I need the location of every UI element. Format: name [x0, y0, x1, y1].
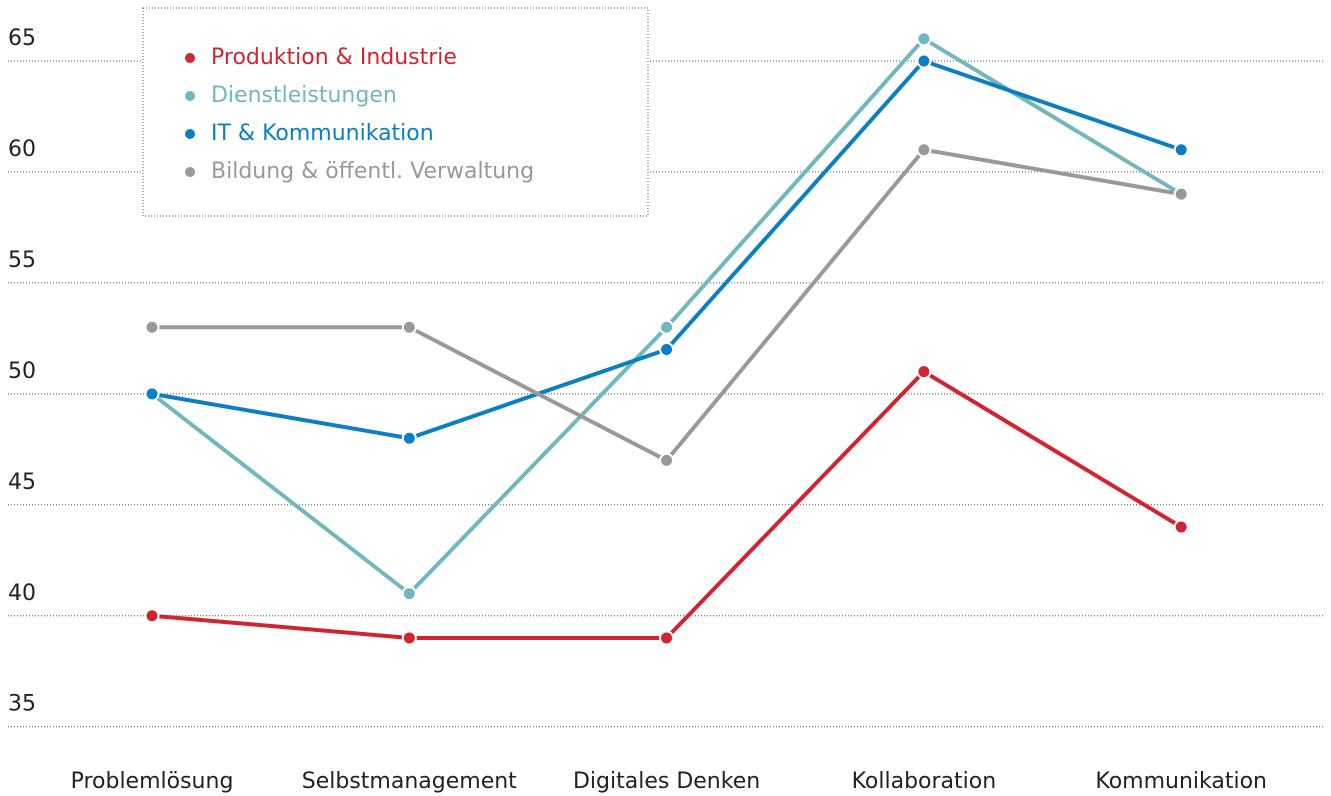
legend-marker	[185, 129, 195, 139]
legend: Produktion & Industrie Dienstleistungen IT…	[142, 7, 649, 217]
y-tick-label: 55	[8, 248, 36, 273]
y-tick-label: 60	[8, 137, 36, 162]
point	[916, 31, 932, 47]
y-tick-label: 50	[8, 359, 36, 384]
x-tick-label: Kommunikation	[1095, 769, 1267, 794]
point	[401, 319, 417, 335]
legend-label: Produktion & Industrie	[211, 45, 457, 70]
x-tick-label: Kollaboration	[852, 769, 997, 794]
x-tick-label: Digitales Denken	[573, 769, 760, 794]
point	[1173, 519, 1189, 535]
point	[659, 319, 675, 335]
legend-marker	[185, 53, 195, 63]
series-line	[151, 369, 1183, 640]
point	[916, 364, 932, 380]
point	[916, 53, 932, 69]
point	[144, 386, 160, 402]
point	[659, 452, 675, 468]
y-tick-label: 40	[8, 581, 36, 606]
y-tick-label: 65	[8, 26, 36, 51]
point	[144, 319, 160, 335]
point	[1173, 186, 1189, 202]
legend-marker	[185, 167, 195, 177]
point	[1173, 142, 1189, 158]
point	[401, 430, 417, 446]
point	[401, 586, 417, 602]
y-tick-label: 35	[8, 692, 36, 717]
x-tick-label: Problemlösung	[71, 769, 234, 794]
point	[144, 608, 160, 624]
point	[916, 142, 932, 158]
legend-marker	[185, 91, 195, 101]
legend-label: Dienstleistungen	[211, 83, 397, 108]
point	[659, 630, 675, 646]
point	[659, 341, 675, 357]
y-tick-label: 45	[8, 470, 36, 495]
legend-label: Bildung & öffentl. Verwaltung	[211, 159, 534, 184]
x-tick-label: Selbstmanagement	[302, 769, 517, 794]
point	[401, 630, 417, 646]
legend-box	[142, 7, 649, 217]
legend-label: IT & Kommunikation	[211, 121, 434, 146]
